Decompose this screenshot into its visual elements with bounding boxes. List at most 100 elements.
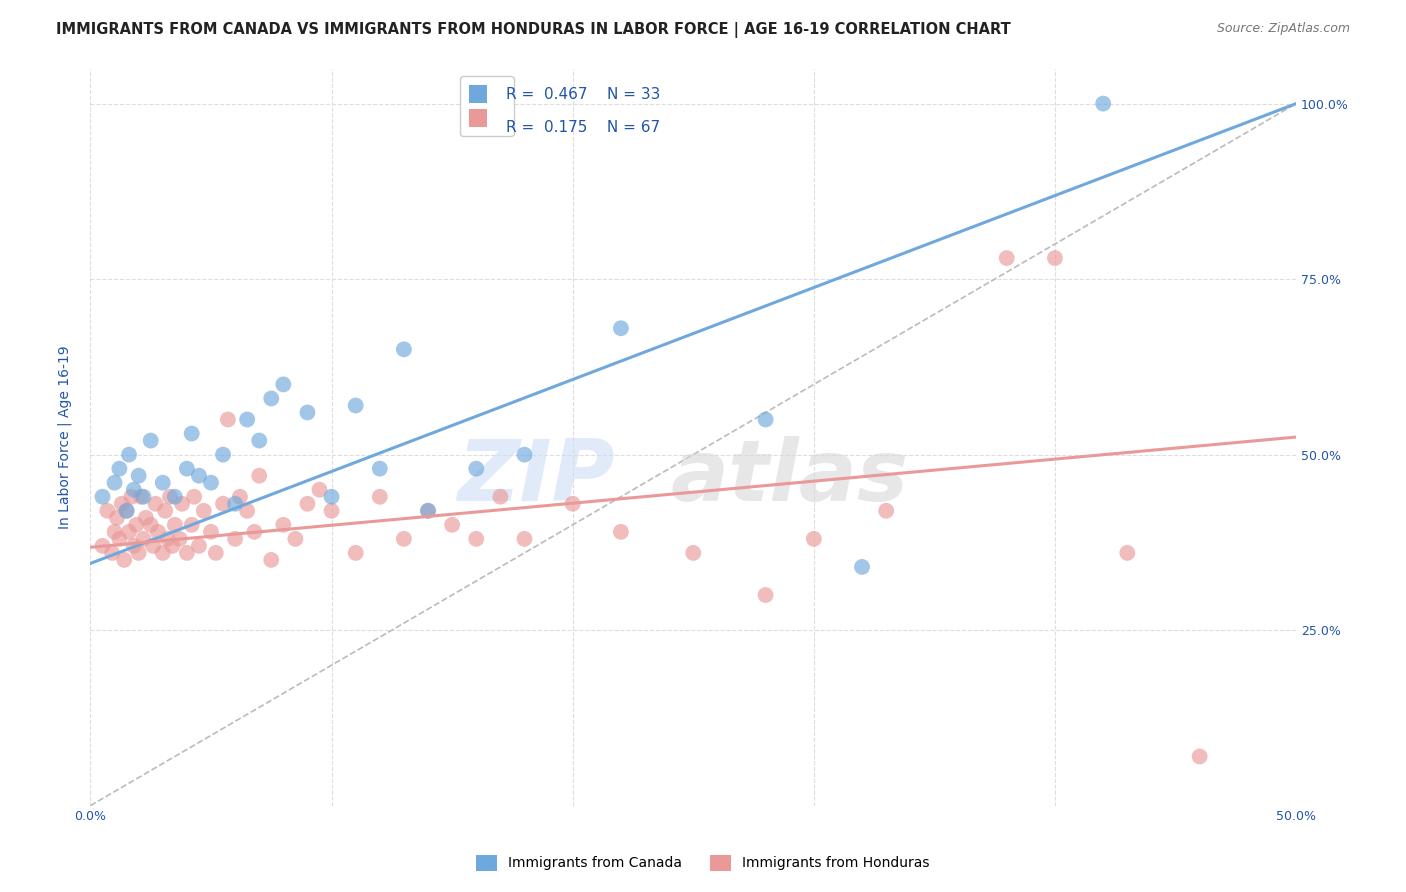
Point	[416, 504, 439, 518]
Point	[129, 490, 152, 504]
Point	[153, 504, 176, 518]
Point	[91, 539, 114, 553]
Text: Source: ZipAtlas.com: Source: ZipAtlas.com	[1216, 22, 1350, 36]
Point	[229, 490, 252, 504]
Point	[122, 539, 145, 553]
Point	[122, 483, 145, 497]
Text: atlas: atlas	[671, 436, 908, 519]
Point	[297, 497, 319, 511]
Text: IMMIGRANTS FROM CANADA VS IMMIGRANTS FROM HONDURAS IN LABOR FORCE | AGE 16-19 CO: IMMIGRANTS FROM CANADA VS IMMIGRANTS FRO…	[56, 22, 1011, 38]
Point	[465, 532, 488, 546]
Point	[321, 490, 343, 504]
Point	[156, 532, 179, 546]
Point	[217, 412, 239, 426]
Point	[441, 517, 464, 532]
Text: R =  0.467    N = 33: R = 0.467 N = 33	[506, 87, 661, 102]
Point	[236, 412, 259, 426]
Point	[146, 524, 169, 539]
Point	[344, 399, 367, 413]
Point	[995, 251, 1018, 265]
Point	[1116, 546, 1139, 560]
Legend: Immigrants from Canada, Immigrants from Honduras: Immigrants from Canada, Immigrants from …	[471, 849, 935, 876]
Point	[247, 468, 270, 483]
Point	[145, 497, 167, 511]
Point	[118, 524, 141, 539]
Point	[212, 448, 235, 462]
Point	[163, 517, 186, 532]
Point	[159, 490, 181, 504]
Point	[108, 532, 131, 546]
Point	[368, 490, 391, 504]
Point	[183, 490, 205, 504]
Point	[152, 546, 174, 560]
Point	[344, 546, 367, 560]
Point	[128, 546, 150, 560]
Point	[103, 524, 125, 539]
Point	[91, 490, 114, 504]
Point	[103, 475, 125, 490]
Point	[321, 504, 343, 518]
Point	[176, 461, 198, 475]
Point	[128, 468, 150, 483]
Point	[200, 524, 222, 539]
Point	[610, 321, 633, 335]
Point	[260, 392, 283, 406]
Point	[260, 553, 283, 567]
Point	[1092, 96, 1115, 111]
Point	[132, 490, 155, 504]
Text: R =  0.175    N = 67: R = 0.175 N = 67	[506, 120, 661, 135]
Point	[308, 483, 330, 497]
Point	[465, 461, 488, 475]
Point	[115, 504, 138, 518]
Point	[284, 532, 307, 546]
Point	[118, 448, 141, 462]
Point	[875, 504, 897, 518]
Point	[513, 448, 536, 462]
Point	[416, 504, 439, 518]
Point	[180, 426, 202, 441]
Point	[139, 434, 162, 448]
Legend:  ,  : ,	[460, 76, 513, 136]
Point	[139, 517, 162, 532]
Point	[142, 539, 165, 553]
Point	[96, 504, 118, 518]
Point	[193, 504, 215, 518]
Point	[224, 532, 246, 546]
Point	[224, 497, 246, 511]
Point	[170, 497, 193, 511]
Point	[115, 504, 138, 518]
Point	[204, 546, 226, 560]
Point	[851, 560, 873, 574]
Point	[135, 510, 157, 524]
Point	[176, 546, 198, 560]
Y-axis label: In Labor Force | Age 16-19: In Labor Force | Age 16-19	[58, 345, 72, 529]
Point	[247, 434, 270, 448]
Point	[236, 504, 259, 518]
Point	[200, 475, 222, 490]
Point	[1188, 749, 1211, 764]
Point	[755, 588, 778, 602]
Point	[125, 517, 148, 532]
Point	[187, 468, 209, 483]
Point	[212, 497, 235, 511]
Point	[163, 490, 186, 504]
Point	[101, 546, 124, 560]
Point	[152, 475, 174, 490]
Text: ZIP: ZIP	[457, 436, 614, 519]
Point	[273, 377, 295, 392]
Point	[108, 461, 131, 475]
Point	[111, 497, 134, 511]
Point	[392, 343, 415, 357]
Point	[243, 524, 266, 539]
Point	[120, 490, 142, 504]
Point	[682, 546, 704, 560]
Point	[105, 510, 128, 524]
Point	[162, 539, 184, 553]
Point	[513, 532, 536, 546]
Point	[1043, 251, 1066, 265]
Point	[803, 532, 825, 546]
Point	[169, 532, 191, 546]
Point	[187, 539, 209, 553]
Point	[297, 405, 319, 419]
Point	[489, 490, 512, 504]
